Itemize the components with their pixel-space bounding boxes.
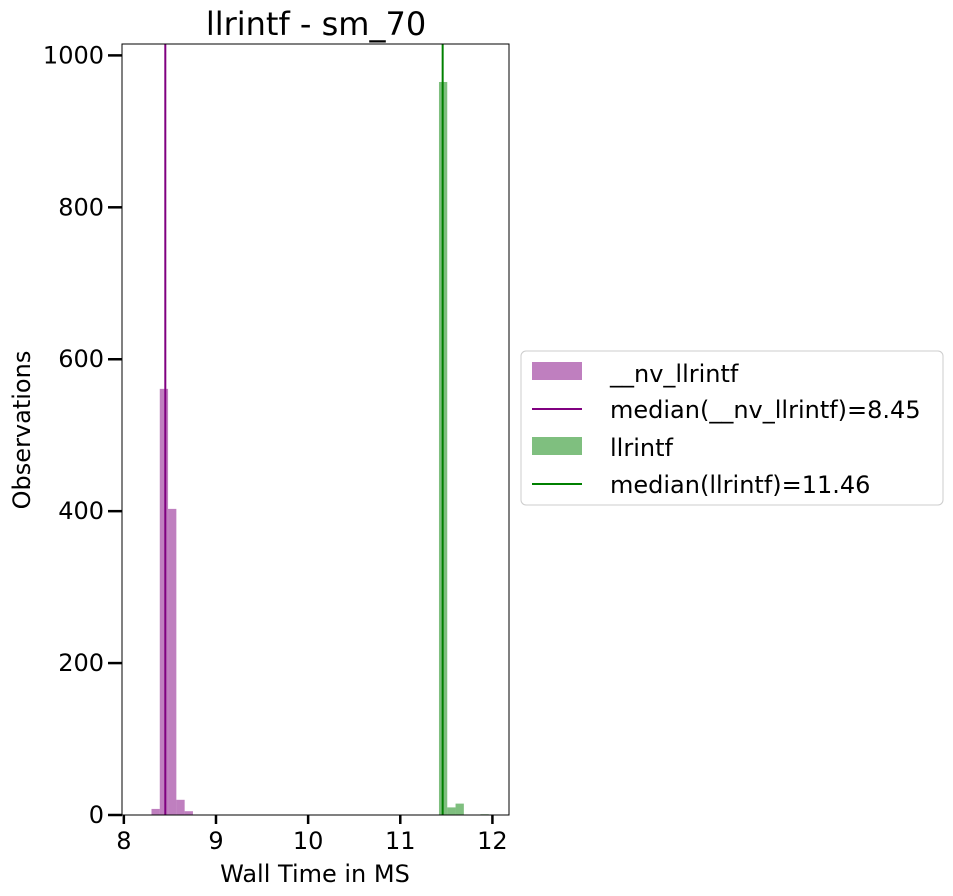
legend: __nv_llrintf median(__nv_llrintf)=8.45 l… bbox=[520, 350, 944, 506]
x-axis: 8 9 10 11 12 bbox=[116, 815, 508, 855]
histogram-bar bbox=[159, 388, 169, 815]
legend-frame bbox=[520, 350, 944, 506]
x-tick-label: 9 bbox=[208, 827, 223, 855]
histogram-bar bbox=[151, 808, 160, 815]
legend-label-median-llrintf: median(llrintf)=11.46 bbox=[610, 471, 870, 499]
legend-swatch-nv-llrintf bbox=[532, 362, 582, 380]
x-tick-label: 11 bbox=[385, 827, 416, 855]
x-tick-label: 10 bbox=[293, 827, 324, 855]
histogram-bar bbox=[168, 508, 177, 815]
y-tick-label: 1000 bbox=[43, 41, 104, 69]
legend-swatch-llrintf bbox=[532, 437, 582, 455]
y-tick-label: 800 bbox=[58, 193, 104, 221]
x-tick-label: 8 bbox=[116, 827, 131, 855]
legend-label-nv-llrintf: __nv_llrintf bbox=[609, 360, 739, 388]
chart-title: llrintf - sm_70 bbox=[206, 5, 426, 43]
y-tick-label: 600 bbox=[58, 345, 104, 373]
y-tick-label: 200 bbox=[58, 649, 104, 677]
y-axis: 0 200 400 600 800 1000 bbox=[43, 41, 122, 829]
legend-label-median-nv-llrintf: median(__nv_llrintf)=8.45 bbox=[610, 396, 921, 424]
histogram-bar bbox=[184, 811, 193, 815]
x-tick-label: 12 bbox=[477, 827, 508, 855]
x-axis-label: Wall Time in MS bbox=[220, 860, 410, 888]
y-axis-label: Observations bbox=[8, 351, 36, 510]
plot-frame bbox=[121, 43, 510, 816]
y-tick-label: 400 bbox=[58, 497, 104, 525]
y-tick-label: 0 bbox=[89, 801, 104, 829]
plot-area bbox=[151, 44, 489, 816]
histogram-bar bbox=[176, 799, 185, 815]
histogram-bar bbox=[455, 803, 464, 815]
legend-label-llrintf: llrintf bbox=[610, 434, 673, 462]
histogram-bar bbox=[447, 807, 456, 815]
